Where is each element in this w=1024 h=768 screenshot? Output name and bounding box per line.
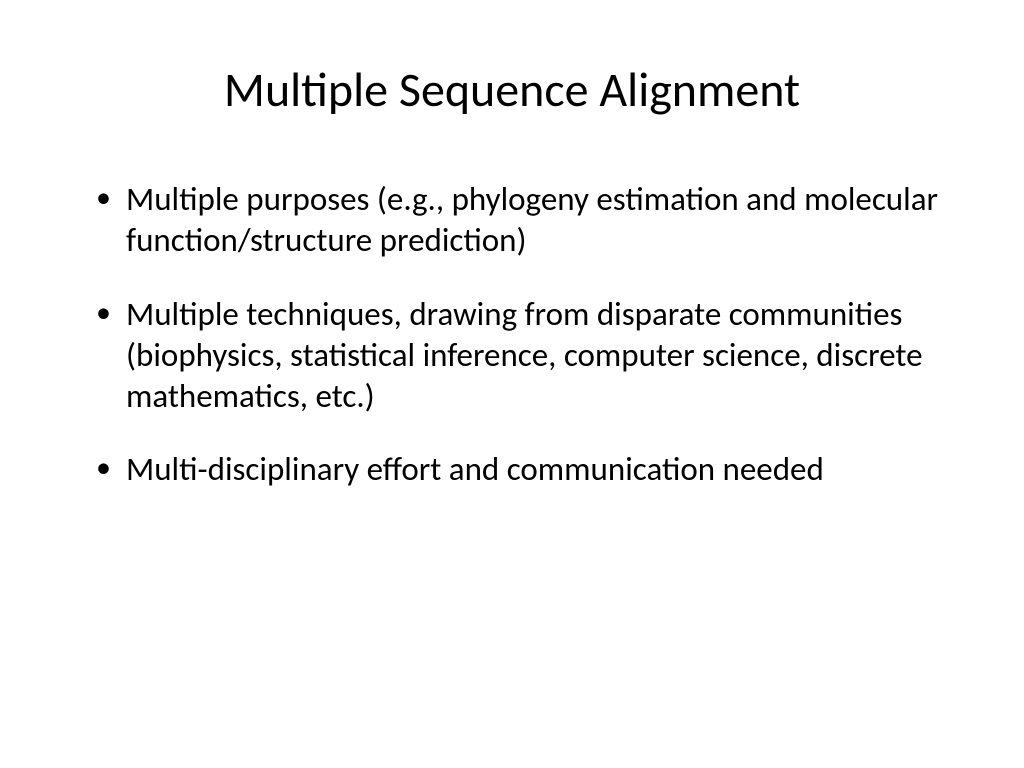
bullet-item: Multi-disciplinary effort and communicat… (90, 449, 954, 490)
slide-title: Multiple Sequence Alignment (70, 60, 954, 119)
bullet-list: Multiple purposes (e.g., phylogeny estim… (90, 179, 954, 491)
bullet-item: Multiple techniques, drawing from dispar… (90, 294, 954, 418)
slide-container: Multiple Sequence Alignment Multiple pur… (0, 0, 1024, 768)
slide-content: Multiple purposes (e.g., phylogeny estim… (70, 179, 954, 491)
bullet-item: Multiple purposes (e.g., phylogeny estim… (90, 179, 954, 262)
